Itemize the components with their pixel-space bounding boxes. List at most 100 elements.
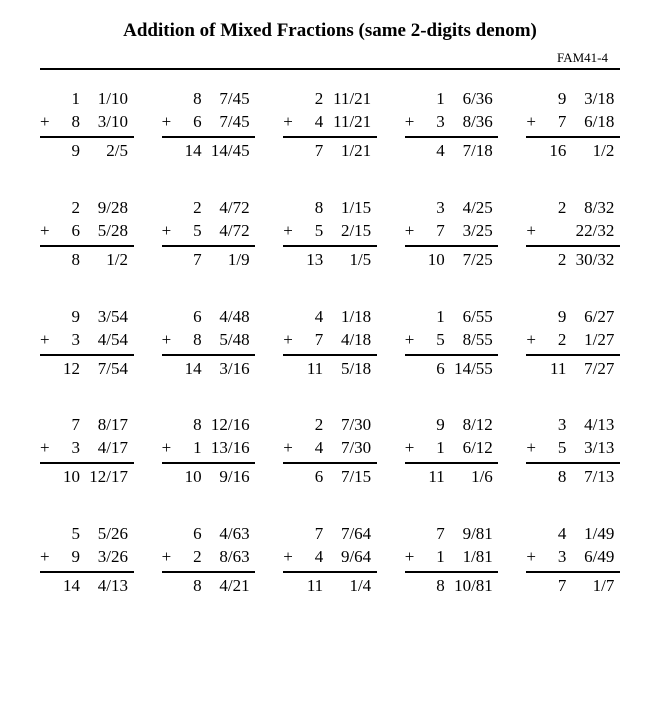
fraction: 7/27	[566, 358, 614, 381]
problem: 77/64+49/64111/4	[283, 523, 377, 598]
whole-number: 10	[176, 466, 202, 489]
problem: 64/63+28/6384/21	[162, 523, 256, 598]
page-title: Addition of Mixed Fractions (same 2-digi…	[40, 20, 620, 42]
problem: 93/18+76/18161/2	[526, 88, 620, 163]
fraction: 13/16	[202, 437, 250, 460]
fraction: 7/30	[323, 414, 371, 437]
whole-number: 3	[54, 437, 80, 460]
plus-sign	[526, 523, 540, 546]
plus-sign: +	[526, 329, 540, 352]
whole-number: 4	[419, 140, 445, 163]
operand-line: 29/28	[40, 197, 134, 220]
whole-number: 7	[297, 140, 323, 163]
whole-number: 2	[540, 197, 566, 220]
operand-line: +38/36	[405, 111, 499, 134]
problem: 93/54+34/54127/54	[40, 306, 134, 381]
answer-line: 111/4	[283, 571, 377, 598]
whole-number: 11	[297, 575, 323, 598]
fraction: 14/55	[445, 358, 493, 381]
fraction: 3/10	[80, 111, 128, 134]
plus-sign	[283, 88, 297, 111]
whole-number: 7	[176, 249, 202, 272]
whole-number: 6	[297, 466, 323, 489]
fraction: 1/6	[445, 466, 493, 489]
whole-number: 10	[419, 249, 445, 272]
fraction: 8/12	[445, 414, 493, 437]
operand-line: 34/25	[405, 197, 499, 220]
operand-line: +54/72	[162, 220, 256, 243]
operand-line: +52/15	[283, 220, 377, 243]
fraction: 4/48	[202, 306, 250, 329]
answer-line: 1012/17	[40, 462, 134, 489]
plus-sign	[405, 466, 419, 489]
fraction: 1/7	[566, 575, 614, 598]
fraction: 1/21	[323, 140, 371, 163]
fraction: 11/21	[323, 88, 371, 111]
fraction: 7/18	[445, 140, 493, 163]
plus-sign	[405, 523, 419, 546]
sheet-code: FAM41-4	[40, 50, 620, 66]
plus-sign	[283, 197, 297, 220]
problem: 24/72+54/7271/9	[162, 197, 256, 272]
operand-line: 93/54	[40, 306, 134, 329]
whole-number: 14	[176, 140, 202, 163]
fraction: 1/18	[323, 306, 371, 329]
problem: 34/25+73/25107/25	[405, 197, 499, 272]
plus-sign: +	[526, 111, 540, 134]
answer-line: 107/25	[405, 245, 499, 272]
answer-line: 81/2	[40, 245, 134, 272]
whole-number: 2	[54, 197, 80, 220]
fraction: 3/54	[80, 306, 128, 329]
whole-number: 4	[540, 523, 566, 546]
plus-sign: +	[40, 111, 54, 134]
plus-sign	[162, 249, 176, 272]
whole-number: 5	[419, 329, 445, 352]
whole-number: 7	[419, 220, 445, 243]
answer-line: 144/13	[40, 571, 134, 598]
plus-sign	[526, 575, 540, 598]
operand-line: 27/30	[283, 414, 377, 437]
whole-number: 6	[176, 111, 202, 134]
answer-line: 92/5	[40, 136, 134, 163]
whole-number: 2	[297, 414, 323, 437]
whole-number: 2	[297, 88, 323, 111]
answer-line: 143/16	[162, 354, 256, 381]
whole-number: 5	[297, 220, 323, 243]
plus-sign	[526, 358, 540, 381]
operand-line: +58/55	[405, 329, 499, 352]
fraction: 1/81	[445, 546, 493, 569]
plus-sign: +	[40, 546, 54, 569]
problem: 98/12+16/12111/6	[405, 414, 499, 489]
whole-number: 4	[297, 306, 323, 329]
plus-sign	[405, 358, 419, 381]
operand-line: +411/21	[283, 111, 377, 134]
plus-sign	[405, 140, 419, 163]
fraction: 30/32	[566, 249, 614, 272]
fraction: 4/13	[566, 414, 614, 437]
fraction: 12/17	[80, 466, 128, 489]
operand-line: +67/45	[162, 111, 256, 134]
whole-number: 9	[54, 546, 80, 569]
plus-sign: +	[526, 220, 540, 243]
fraction: 7/54	[80, 358, 128, 381]
plus-sign: +	[162, 329, 176, 352]
problem: 41/18+74/18115/18	[283, 306, 377, 381]
plus-sign	[405, 197, 419, 220]
answer-line: 614/55	[405, 354, 499, 381]
fraction: 7/13	[566, 466, 614, 489]
whole-number: 9	[540, 306, 566, 329]
whole-number: 7	[540, 575, 566, 598]
problem: 64/48+85/48143/16	[162, 306, 256, 381]
fraction: 1/4	[323, 575, 371, 598]
operand-line: 55/26	[40, 523, 134, 546]
plus-sign	[405, 249, 419, 272]
plus-sign	[283, 575, 297, 598]
operand-line: 41/49	[526, 523, 620, 546]
plus-sign	[526, 466, 540, 489]
problem: 211/21+411/21 71/21	[283, 88, 377, 163]
plus-sign: +	[40, 437, 54, 460]
plus-sign	[283, 140, 297, 163]
whole-number: 6	[176, 306, 202, 329]
fraction: 6/49	[566, 546, 614, 569]
plus-sign	[40, 88, 54, 111]
